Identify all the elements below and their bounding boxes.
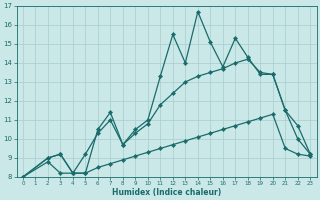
- X-axis label: Humidex (Indice chaleur): Humidex (Indice chaleur): [112, 188, 221, 197]
